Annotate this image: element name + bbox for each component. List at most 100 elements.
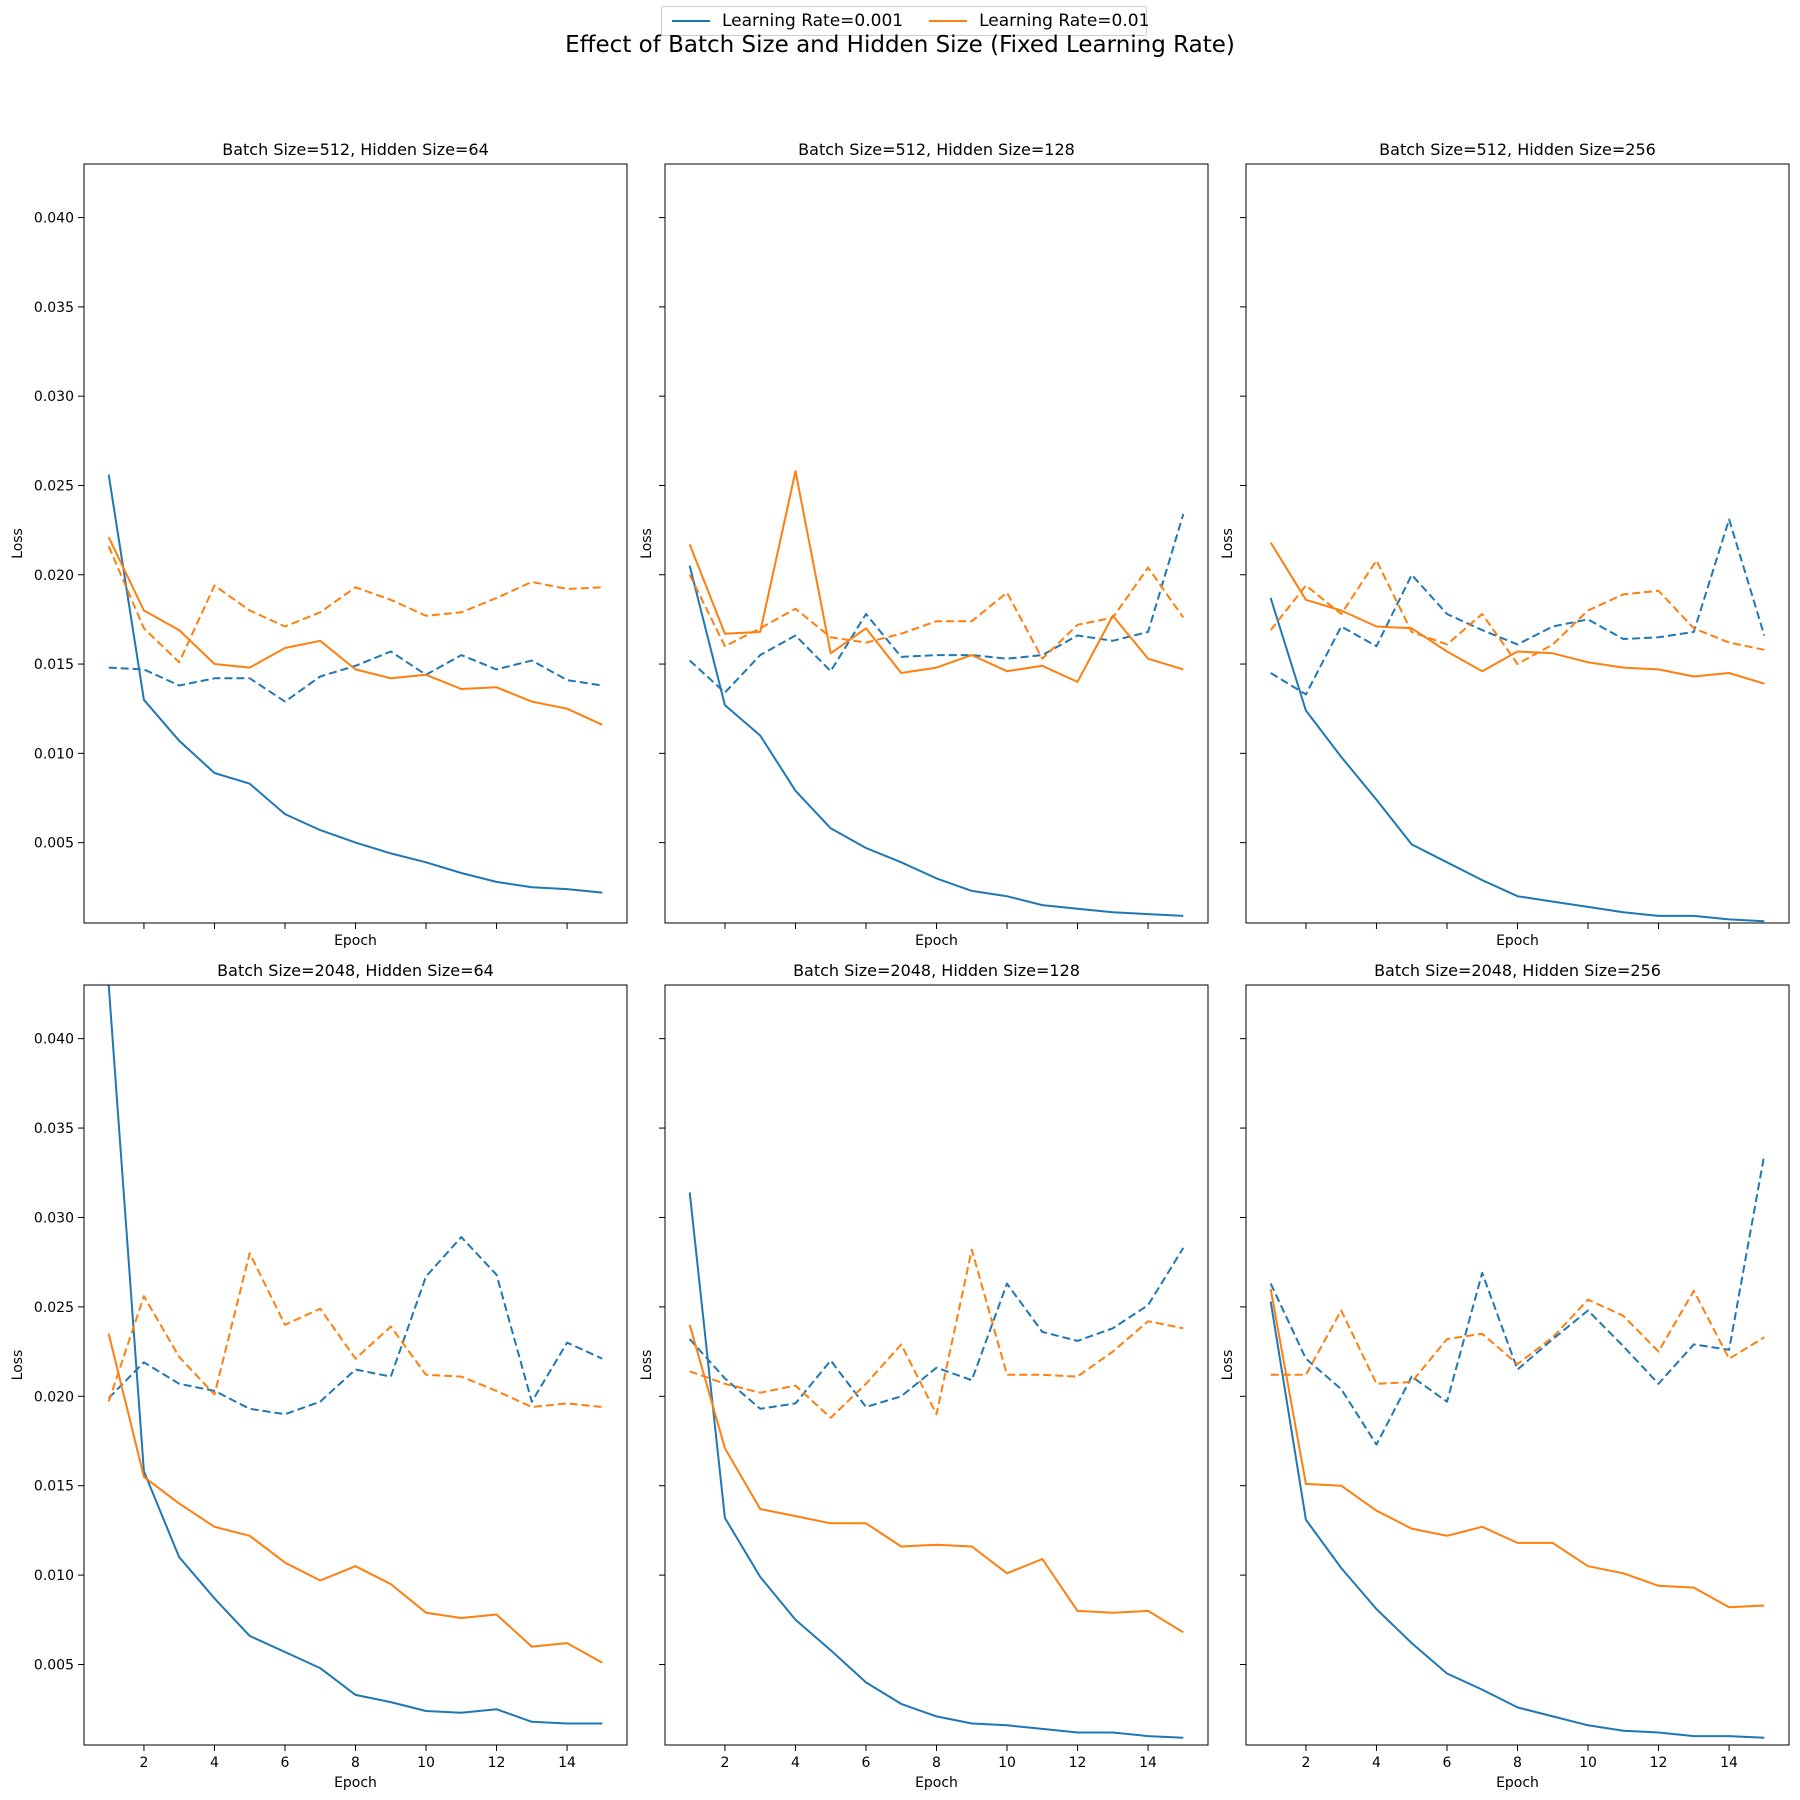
x-axis-label: Epoch (1496, 1775, 1539, 1791)
series-line-lr-001-dashed (688, 566, 1185, 660)
series-line-lr-001-solid (1269, 1288, 1765, 1609)
series-line-lr-0001-solid (1269, 597, 1765, 923)
legend-swatch-lr-0001 (672, 20, 710, 22)
series-line-lr-0001-dashed (689, 513, 1185, 694)
series-line-lr-0001-dashed (1270, 518, 1766, 696)
x-tick-label: 8 (932, 1755, 941, 1771)
x-axis-label: Epoch (915, 933, 958, 949)
y-axis-label: Loss (1220, 528, 1236, 559)
series-line-lr-001-dashed (689, 1248, 1184, 1419)
y-axis-label: Loss (10, 528, 26, 559)
subplot-1: 0.005 0.010 0.015 0.020 0.025 0.030 0.035 0.040… (10, 140, 628, 949)
series-line-lr-001-dashed (107, 545, 603, 664)
subplot-6: 2 4 6 8 10 12 14 Batch Size=2048, Hidden Size=2… (1220, 961, 1790, 1791)
x-tick-label: 10 (998, 1755, 1016, 1771)
series-line-lr-0001-dashed (107, 1236, 603, 1416)
y-tick-label: 0.025 (34, 1300, 74, 1316)
y-tick-label: 0.030 (34, 389, 74, 405)
y-tick-label: 0.010 (34, 1568, 74, 1584)
series-line-lr-0001-solid (688, 565, 1184, 917)
x-axis-label: Epoch (334, 933, 377, 949)
x-axis-label: Epoch (334, 1775, 377, 1791)
axes-frame (83, 163, 628, 924)
series-line-lr-001-dashed (1270, 1289, 1765, 1385)
subplot-2: Batch Size=512, Hidden Size=128 Epoch Loss (639, 140, 1209, 949)
y-tick-label: 0.035 (34, 1121, 74, 1137)
legend-item-lr-0001: Learning Rate=0.001 (672, 11, 903, 31)
series-line-lr-0001-solid (1269, 1301, 1765, 1739)
axes-frame (664, 163, 1209, 924)
y-tick-label: 0.020 (34, 568, 74, 584)
subplot-title: Batch Size=2048, Hidden Size=256 (1374, 961, 1661, 980)
x-tick-label: 12 (1069, 1755, 1087, 1771)
axes-frame (1245, 163, 1790, 924)
series-line-lr-0001-solid (688, 1192, 1184, 1739)
y-tick-label: 0.005 (34, 836, 74, 852)
x-tick-label: 8 (1513, 1755, 1522, 1771)
y-tick-label: 0.040 (34, 1032, 74, 1048)
x-tick-label: 4 (210, 1755, 219, 1771)
series-line-lr-001-dashed (107, 1252, 603, 1408)
x-tick-label: 4 (1372, 1755, 1381, 1771)
subplot-title: Batch Size=2048, Hidden Size=64 (217, 961, 494, 980)
series-group (107, 474, 603, 894)
y-tick-label: 0.010 (34, 746, 74, 762)
x-tick-label: 8 (351, 1755, 360, 1771)
x-tick-label: 6 (281, 1755, 290, 1771)
series-group (107, 985, 603, 1725)
x-tick-label: 2 (139, 1755, 148, 1771)
series-group (688, 1192, 1185, 1739)
y-tick-label: 0.005 (34, 1658, 74, 1674)
x-tick-label: 10 (1579, 1755, 1597, 1771)
y-tick-label: 0.020 (34, 1389, 74, 1405)
series-line-lr-0001-dashed (1269, 1154, 1766, 1446)
y-tick-label: 0.030 (34, 1210, 74, 1226)
series-group (1269, 1154, 1766, 1739)
y-tick-label: 0.040 (34, 211, 74, 227)
x-tick-label: 6 (1443, 1755, 1452, 1771)
x-tick-label: 12 (1650, 1755, 1668, 1771)
subplot-5: 2 4 6 8 10 12 14 Batch Size=2048, Hidden Size=1… (639, 961, 1209, 1791)
series-line-lr-001-solid (1269, 542, 1765, 685)
figure-title: Effect of Batch Size and Hidden Size (Fi… (565, 32, 1235, 58)
series-line-lr-0001-dashed (108, 650, 603, 703)
subplot-title: Batch Size=512, Hidden Size=64 (222, 140, 489, 159)
series-line-lr-0001-solid (107, 474, 603, 894)
y-tick-label: 0.015 (34, 1479, 74, 1495)
series-line-lr-0001-solid (107, 985, 603, 1725)
x-axis-label: Epoch (915, 1775, 958, 1791)
y-tick-label: 0.035 (34, 300, 74, 316)
legend-item-lr-001: Learning Rate=0.01 (929, 11, 1149, 31)
y-axis-label: Loss (10, 1350, 26, 1381)
legend-label-lr-0001: Learning Rate=0.001 (722, 11, 904, 31)
subplot-3: Batch Size=512, Hidden Size=256 Epoch Loss (1220, 140, 1790, 949)
series-line-lr-001-solid (107, 536, 603, 726)
series-group (1269, 518, 1766, 923)
x-tick-label: 14 (558, 1755, 576, 1771)
series-line-lr-001-solid (688, 1324, 1184, 1634)
y-axis-label: Loss (639, 528, 655, 559)
subplot-title: Batch Size=2048, Hidden Size=128 (793, 961, 1080, 980)
x-tick-label: 2 (720, 1755, 729, 1771)
y-tick-label: 0.025 (34, 478, 74, 494)
series-line-lr-001-solid (688, 470, 1184, 683)
x-tick-label: 10 (417, 1755, 435, 1771)
legend-label-lr-001: Learning Rate=0.01 (979, 11, 1150, 31)
x-tick-label: 14 (1720, 1755, 1738, 1771)
axes-frame (664, 984, 1209, 1746)
y-axis-label: Loss (1220, 1350, 1236, 1381)
x-tick-label: 6 (862, 1755, 871, 1771)
series-line-lr-001-dashed (1269, 559, 1765, 665)
legend: Learning Rate=0.001 Learning Rate=0.01 (661, 6, 1149, 36)
subplot-title: Batch Size=512, Hidden Size=128 (798, 140, 1075, 159)
y-axis-label: Loss (639, 1350, 655, 1381)
series-line-lr-001-solid (107, 1333, 603, 1664)
x-tick-label: 2 (1301, 1755, 1310, 1771)
series-line-lr-0001-dashed (688, 1247, 1185, 1410)
axes-frame (83, 984, 628, 1746)
series-group (688, 470, 1185, 917)
subplot-4: 2 4 6 8 10 12 14 0.005 0.010 0.015 0.020 0.025 0.030… (10, 961, 628, 1791)
legend-swatch-lr-001 (929, 20, 968, 22)
x-tick-label: 4 (791, 1755, 800, 1771)
